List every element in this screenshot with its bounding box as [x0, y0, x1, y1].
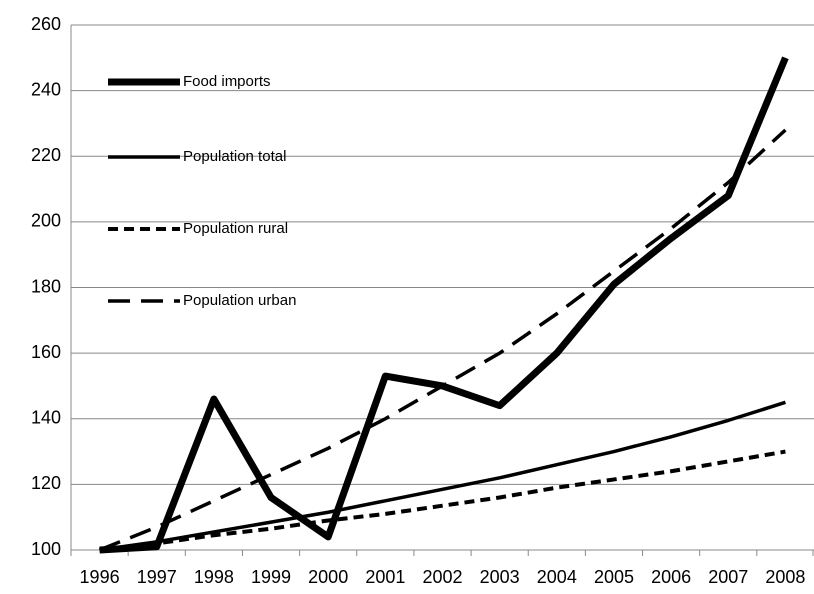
x-tick-label: 2007 — [708, 567, 748, 587]
x-tick-label: 2006 — [651, 567, 691, 587]
y-tick-label: 220 — [31, 145, 61, 165]
x-tick-label: 2008 — [765, 567, 805, 587]
legend-label: Food imports — [183, 73, 271, 90]
y-tick-label: 100 — [31, 539, 61, 559]
y-tick-label: 260 — [31, 14, 61, 34]
x-tick-label: 1999 — [251, 567, 291, 587]
y-tick-label: 200 — [31, 211, 61, 231]
y-tick-label: 180 — [31, 276, 61, 296]
series-line — [99, 449, 786, 552]
x-tick-label: 1997 — [137, 567, 177, 587]
x-tick-label: 2004 — [537, 567, 577, 587]
x-tick-label: 2001 — [365, 567, 405, 587]
y-tick-label: 160 — [31, 342, 61, 362]
x-tick-label: 1996 — [80, 567, 120, 587]
x-tick-label: 2003 — [480, 567, 520, 587]
legend-label: Population rural — [183, 220, 288, 237]
series-line — [98, 128, 787, 552]
x-tick-label: 2000 — [308, 567, 348, 587]
series-line — [99, 400, 786, 552]
legend-label: Population urban — [183, 292, 296, 309]
legend-label: Population total — [183, 148, 286, 165]
y-tick-label: 140 — [31, 408, 61, 428]
x-tick-label: 2005 — [594, 567, 634, 587]
y-tick-label: 120 — [31, 473, 61, 493]
x-tick-label: 2002 — [422, 567, 462, 587]
x-tick-label: 1998 — [194, 567, 234, 587]
y-tick-label: 240 — [31, 79, 61, 99]
